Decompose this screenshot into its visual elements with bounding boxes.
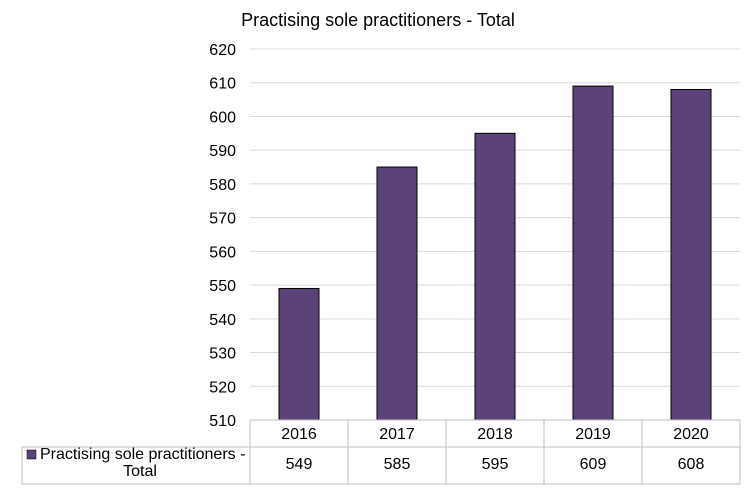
data-label: 595 [482,456,509,473]
y-tick-label: 620 [209,42,236,59]
bars [278,85,712,421]
x-tick-label: 2019 [575,426,611,443]
data-label: 609 [580,456,607,473]
legend-label-line: Total [123,463,157,480]
legend-label-line: Practising sole practitioners - [40,446,245,463]
x-tick-label: 2017 [379,426,415,443]
y-tick-label: 520 [209,379,236,396]
chart-title: Practising sole practitioners - Total [241,10,515,30]
data-label: 585 [384,456,411,473]
y-tick-label: 540 [209,312,236,329]
y-tick-label: 600 [209,109,236,126]
data-table: 2016 549 2017 585 2018 595 2019 609 2020 608 Pract… [21,419,741,485]
bar-2018 [474,132,516,421]
bar-2016 [278,287,320,421]
x-tick-label: 2018 [477,426,513,443]
y-tick-label: 510 [209,413,236,430]
y-axis: 510 520 530 540 550 560 570 580 590 600 610 620 [209,42,236,430]
y-tick-label: 610 [209,76,236,93]
bar-2019 [572,85,614,421]
y-tick-label: 560 [209,244,236,261]
bar-2017 [376,166,418,421]
y-tick-label: 530 [209,346,236,363]
bar-2020 [670,88,712,421]
data-label: 608 [678,456,705,473]
x-tick-label: 2020 [673,426,709,443]
y-tick-label: 590 [209,143,236,160]
data-label: 549 [286,456,313,473]
y-tick-label: 580 [209,177,236,194]
y-tick-label: 550 [209,278,236,295]
legend-swatch [26,449,37,460]
y-tick-label: 570 [209,211,236,228]
x-tick-label: 2016 [281,426,317,443]
